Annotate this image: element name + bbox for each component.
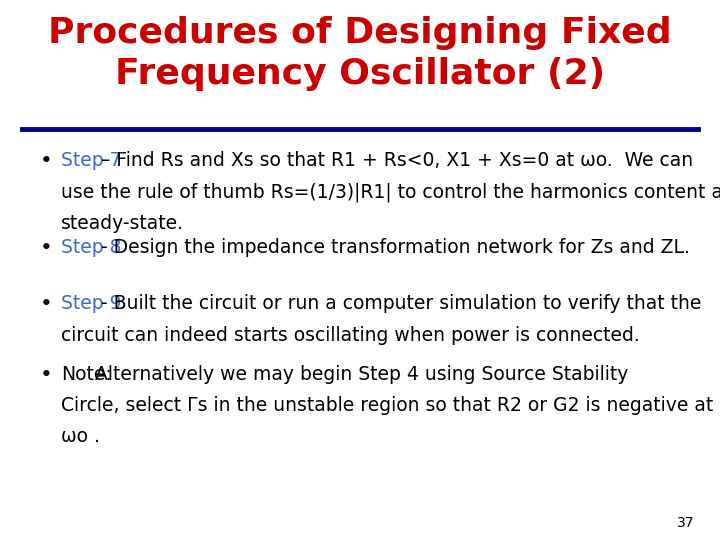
- Text: Note:: Note:: [61, 364, 112, 383]
- Text: 37: 37: [678, 516, 695, 530]
- Text: Step 9: Step 9: [61, 294, 122, 313]
- Text: ωo .: ωo .: [61, 427, 100, 446]
- Text: •: •: [40, 151, 53, 171]
- Text: use the rule of thumb Rs=(1/3)|R1| to control the harmonics content at: use the rule of thumb Rs=(1/3)|R1| to co…: [61, 183, 720, 202]
- Text: Alternatively we may begin Step 4 using Source Stability: Alternatively we may begin Step 4 using …: [89, 364, 629, 383]
- Text: – Find Rs and Xs so that R1 + Rs<0, X1 + Xs=0 at ωo.  We can: – Find Rs and Xs so that R1 + Rs<0, X1 +…: [95, 151, 693, 170]
- Text: •: •: [40, 294, 53, 314]
- Text: - Design the impedance transformation network for Zs and ZL.: - Design the impedance transformation ne…: [95, 238, 690, 256]
- Text: Circle, select Γs in the unstable region so that R2 or G2 is negative at: Circle, select Γs in the unstable region…: [61, 396, 714, 415]
- Text: - Built the circuit or run a computer simulation to verify that the: - Built the circuit or run a computer si…: [95, 294, 701, 313]
- Text: •: •: [40, 238, 53, 258]
- Text: Procedures of Designing Fixed
Frequency Oscillator (2): Procedures of Designing Fixed Frequency …: [48, 16, 672, 91]
- Text: Step 7: Step 7: [61, 151, 122, 170]
- Text: steady-state.: steady-state.: [61, 214, 184, 233]
- Text: Step 8: Step 8: [61, 238, 122, 256]
- Text: circuit can indeed starts oscillating when power is connected.: circuit can indeed starts oscillating wh…: [61, 326, 640, 345]
- Text: •: •: [40, 364, 53, 384]
